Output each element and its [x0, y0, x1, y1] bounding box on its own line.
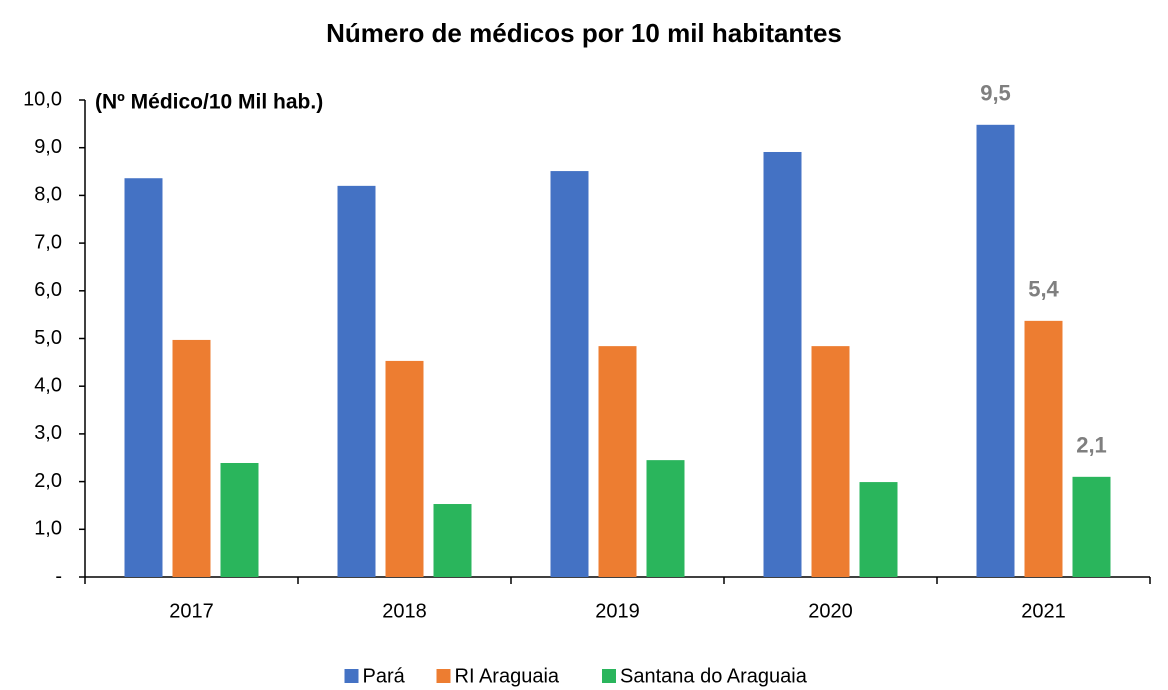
x-tick-label: 2021: [1021, 600, 1066, 622]
bar: [220, 462, 259, 577]
legend-swatch: [436, 669, 451, 683]
chart-title: Número de médicos por 10 mil habitantes: [326, 18, 842, 48]
legend-label: Pará: [363, 665, 406, 687]
x-tick-label: 2017: [169, 600, 214, 622]
y-tick-label: 8,0: [34, 184, 62, 206]
bar: [598, 346, 637, 577]
bar: [976, 124, 1015, 577]
y-tick-label: 9,0: [34, 136, 62, 158]
data-label: 2,1: [1076, 433, 1107, 458]
bar: [385, 360, 424, 577]
x-tick-label: 2018: [382, 600, 427, 622]
y-tick-label: 7,0: [34, 231, 62, 253]
y-tick-label: 2,0: [34, 470, 62, 492]
bar: [550, 171, 589, 577]
y-tick-label: 6,0: [34, 279, 62, 301]
y-axis-label: (Nº Médico/10 Mil hab.): [95, 91, 323, 114]
bar: [172, 339, 211, 577]
legend-label: RI Araguaia: [455, 665, 560, 687]
x-tick-label: 2019: [595, 600, 640, 622]
y-tick-label: 4,0: [34, 374, 62, 396]
bar: [124, 178, 163, 577]
y-tick-label: 1,0: [34, 518, 62, 540]
bar: [1072, 476, 1111, 577]
data-label: 5,4: [1028, 277, 1059, 302]
bar: [1024, 320, 1063, 577]
x-tick-label: 2020: [808, 600, 853, 622]
data-label: 9,5: [980, 81, 1011, 106]
legend-label: Santana do Araguaia: [620, 665, 808, 687]
legend-swatch: [602, 669, 616, 683]
bar: [859, 482, 898, 577]
y-tick-label: 3,0: [34, 422, 62, 444]
bar: [433, 504, 472, 577]
y-tick-label: 10,0: [23, 88, 62, 110]
bar: [811, 346, 850, 577]
bar: [337, 185, 376, 578]
bar: [646, 460, 685, 577]
y-tick-label: 5,0: [34, 327, 62, 349]
y-tick-label: -: [55, 565, 62, 587]
bar: [763, 151, 802, 578]
legend-swatch: [344, 669, 359, 683]
